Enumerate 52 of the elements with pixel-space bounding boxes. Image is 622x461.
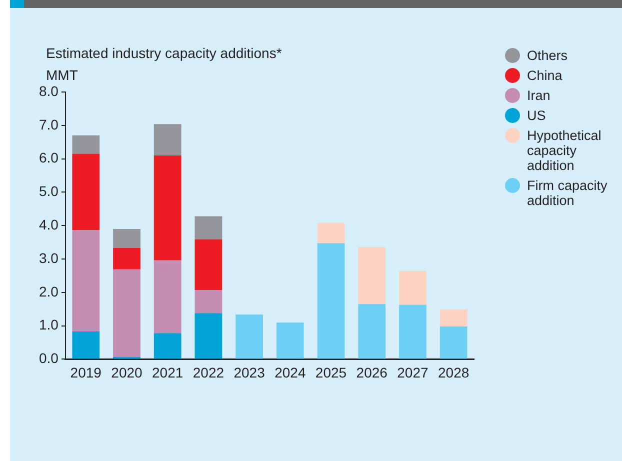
y-tick-label: 0.0 (38, 350, 59, 366)
bar (72, 135, 100, 154)
bar (113, 269, 140, 357)
y-tick-label: 3.0 (38, 250, 59, 266)
bar (399, 271, 426, 305)
x-tick-label: 2027 (397, 364, 428, 380)
bar (440, 326, 468, 359)
legend-label: Firm capacity addition (527, 178, 608, 208)
bar (236, 314, 263, 359)
y-tick-label: 8.0 (38, 82, 59, 99)
x-tick-label: 2022 (192, 364, 224, 380)
bar (72, 331, 100, 359)
bar (113, 248, 140, 270)
bar (317, 243, 345, 359)
x-tick-label: 2020 (111, 364, 143, 380)
legend-label: Hypothetical capacity addition (527, 128, 602, 173)
bar (399, 304, 426, 359)
x-tick-label: 2024 (274, 364, 306, 380)
bar (194, 216, 222, 240)
bar (154, 124, 182, 156)
x-tick-label: 2026 (356, 364, 388, 380)
legend-label: Others (527, 48, 568, 63)
bar (194, 313, 222, 359)
bar (154, 333, 182, 359)
bar (276, 322, 304, 359)
x-tick-label: 2025 (315, 364, 347, 380)
bar (154, 155, 182, 260)
x-tick-label: 2028 (438, 364, 470, 380)
bar (317, 222, 345, 244)
y-tick-label: 5.0 (38, 183, 59, 200)
y-axis-title: MMT (46, 67, 78, 83)
legend-label: China (527, 68, 562, 83)
bar (194, 290, 222, 314)
y-tick-label: 1.0 (38, 316, 59, 333)
bar (154, 260, 182, 334)
bar (113, 228, 140, 248)
bar (440, 309, 468, 326)
legend-label: US (527, 108, 546, 123)
x-tick-label: 2021 (152, 364, 184, 380)
y-tick-label: 6.0 (38, 150, 59, 166)
bar (194, 239, 222, 290)
bar (358, 247, 386, 304)
legend-label: Iran (527, 88, 550, 103)
bar (72, 154, 100, 230)
chart-title: Estimated industry capacity additions* (46, 45, 282, 61)
bar (72, 230, 100, 332)
bar (358, 304, 386, 359)
x-tick-label: 2019 (70, 364, 102, 380)
y-tick-label: 7.0 (38, 116, 59, 132)
y-tick-label: 2.0 (38, 283, 59, 300)
y-tick-label: 4.0 (38, 216, 59, 232)
x-tick-label: 2023 (234, 364, 266, 380)
